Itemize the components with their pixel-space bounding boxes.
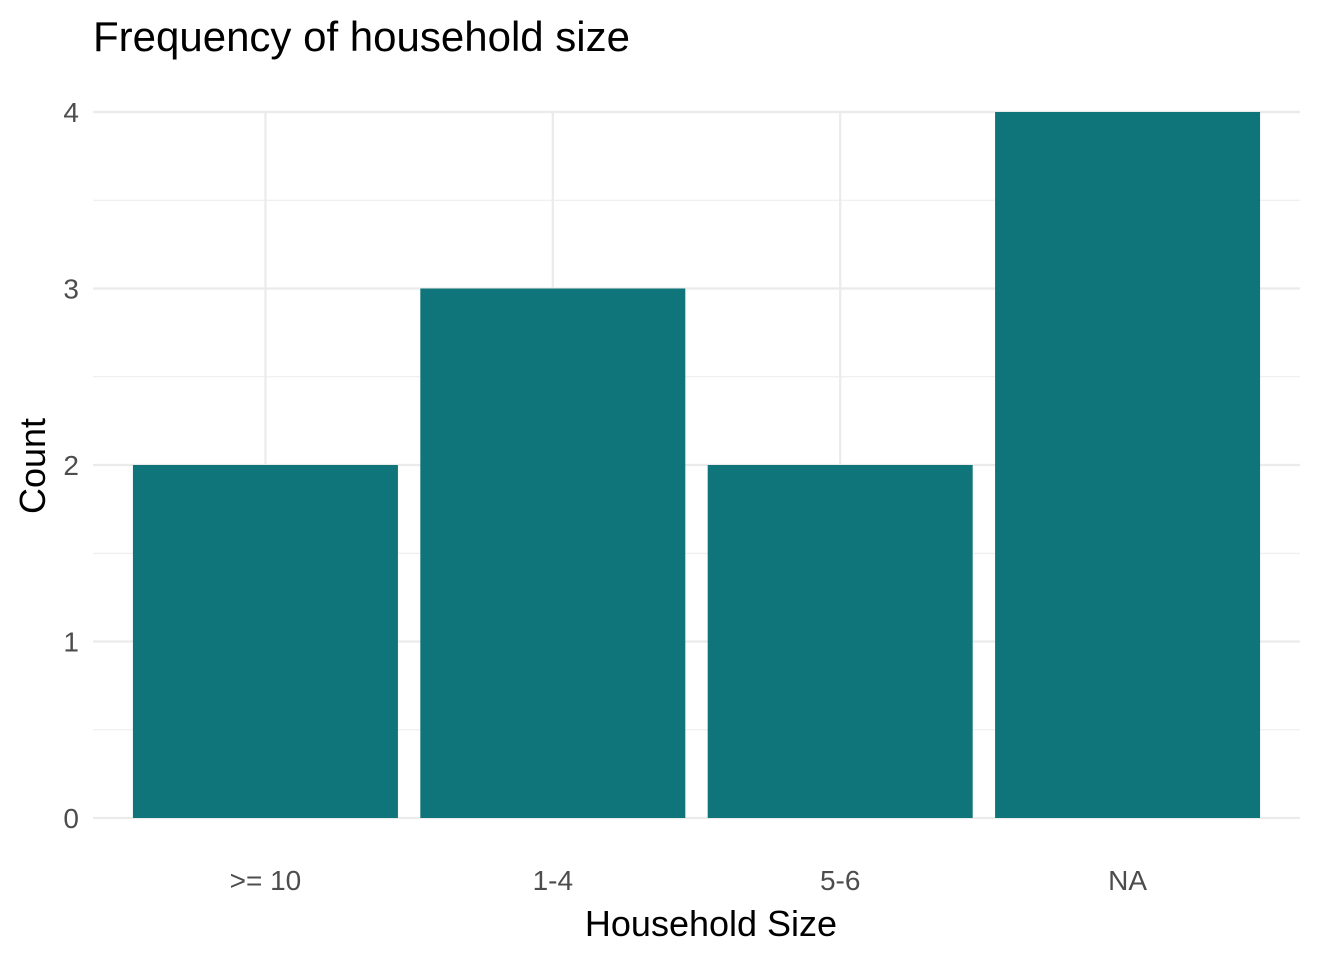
x-tick-label: 5-6	[820, 865, 860, 896]
x-tick-label: >= 10	[230, 865, 302, 896]
y-tick-label: 1	[63, 627, 79, 658]
bar	[420, 288, 686, 818]
y-axis-title: Count	[12, 418, 53, 514]
y-tick-label: 2	[63, 450, 79, 481]
bars	[132, 112, 1261, 818]
x-tick-label: 1-4	[533, 865, 573, 896]
chart-title: Frequency of household size	[93, 13, 630, 60]
y-axis-ticks: 0 1 2 3 4	[63, 97, 79, 834]
y-tick-label: 3	[63, 274, 79, 305]
y-tick-label: 4	[63, 97, 79, 128]
y-tick-label: 0	[63, 803, 79, 834]
x-tick-label: NA	[1108, 865, 1147, 896]
bar	[707, 465, 973, 818]
x-axis-title: Household Size	[585, 903, 837, 944]
bar	[132, 465, 398, 818]
bar	[995, 112, 1261, 818]
x-axis-ticks: >= 10 1-4 5-6 NA	[230, 865, 1148, 896]
